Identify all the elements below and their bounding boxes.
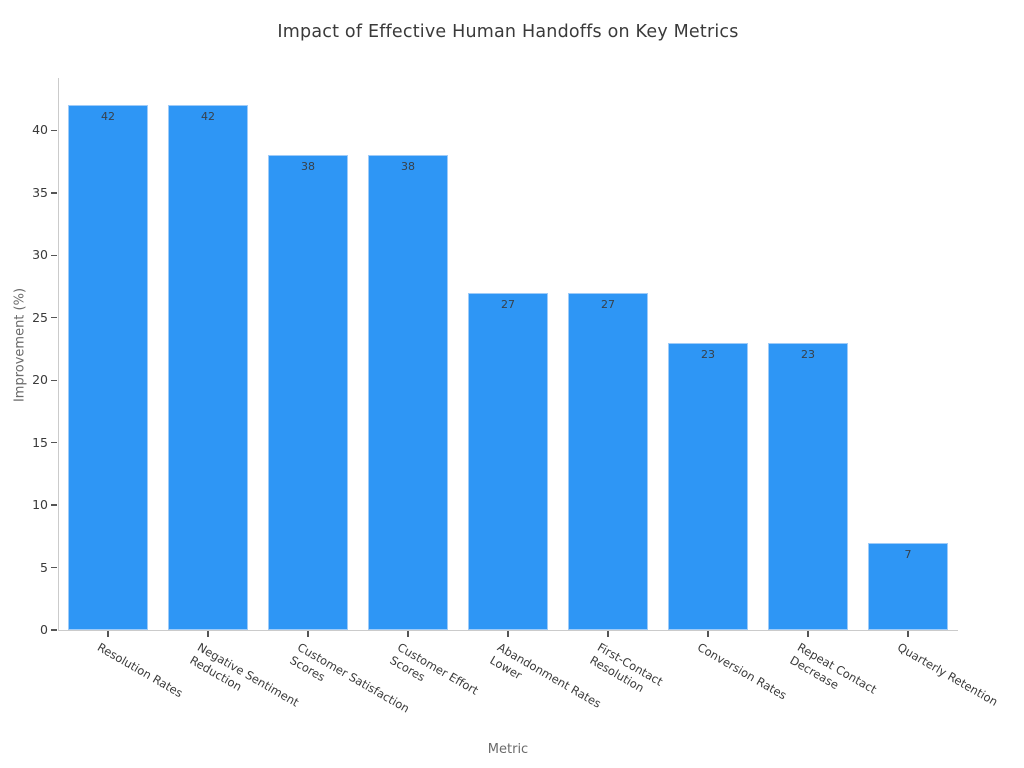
x-tick-mark — [107, 631, 109, 637]
bar-value-label: 23 — [701, 347, 715, 361]
chart-title: Impact of Effective Human Handoffs on Ke… — [277, 22, 739, 42]
x-tick-mark — [407, 631, 409, 637]
x-tick-mark — [607, 631, 609, 637]
bar: 27 — [468, 292, 548, 630]
y-tick-mark — [51, 441, 57, 444]
x-tick-mark — [707, 631, 709, 637]
bar-value-label: 27 — [601, 297, 615, 311]
y-tick-mark — [51, 129, 57, 132]
bar: 23 — [668, 342, 748, 630]
x-tick-label: First-Contact Resolution — [587, 640, 666, 696]
y-tick-label: 35 — [32, 184, 48, 200]
bar-value-label: 38 — [401, 160, 415, 174]
y-tick-mark — [51, 254, 57, 257]
y-tick-label: 30 — [32, 247, 48, 263]
x-tick-mark — [307, 631, 309, 637]
x-tick-label: Repeat Contact Decrease — [787, 640, 879, 697]
y-tick-mark — [51, 629, 57, 631]
bar-value-label: 23 — [801, 347, 815, 361]
y-tick-label: 5 — [40, 559, 48, 575]
y-tick-mark — [51, 192, 57, 194]
x-tick-mark — [807, 631, 809, 637]
bar: 7 — [868, 542, 948, 630]
y-tick-mark — [51, 504, 57, 506]
bar-value-label: 27 — [501, 297, 515, 311]
y-tick-mark — [51, 566, 57, 569]
y-tick-mark — [51, 317, 57, 319]
y-tick-label: 0 — [40, 622, 48, 637]
x-tick-mark — [907, 631, 909, 637]
x-tick-mark — [507, 631, 509, 637]
bar-value-label: 42 — [201, 110, 215, 124]
x-tick-label: Quarterly Retention — [895, 640, 1001, 709]
bar-value-label: 38 — [301, 160, 315, 174]
bar: 23 — [768, 342, 848, 630]
y-tick-label: 20 — [32, 372, 48, 388]
y-tick-label: 40 — [32, 122, 48, 138]
y-tick-mark — [51, 379, 57, 381]
bar: 42 — [168, 105, 248, 630]
y-tick-label: 25 — [32, 309, 48, 325]
y-axis-spine — [58, 78, 59, 630]
bar-value-label: 42 — [101, 110, 115, 124]
y-tick-label: 10 — [32, 497, 48, 513]
x-tick-label: Conversion Rates — [695, 640, 790, 703]
x-tick-label: Negative Sentiment Reduction — [187, 640, 302, 710]
bar-value-label: 7 — [904, 547, 912, 561]
x-tick-mark — [207, 631, 209, 637]
bar: 42 — [68, 105, 148, 630]
x-axis-spine — [58, 630, 958, 631]
bar: 38 — [368, 155, 448, 630]
y-tick-label: 15 — [32, 434, 48, 450]
x-axis-title: Metric — [487, 742, 529, 757]
x-tick-label: Resolution Rates — [95, 640, 186, 701]
bar: 27 — [568, 292, 648, 630]
bar: 38 — [268, 155, 348, 630]
x-tick-label: Abandonment Rates Lower — [487, 640, 604, 711]
